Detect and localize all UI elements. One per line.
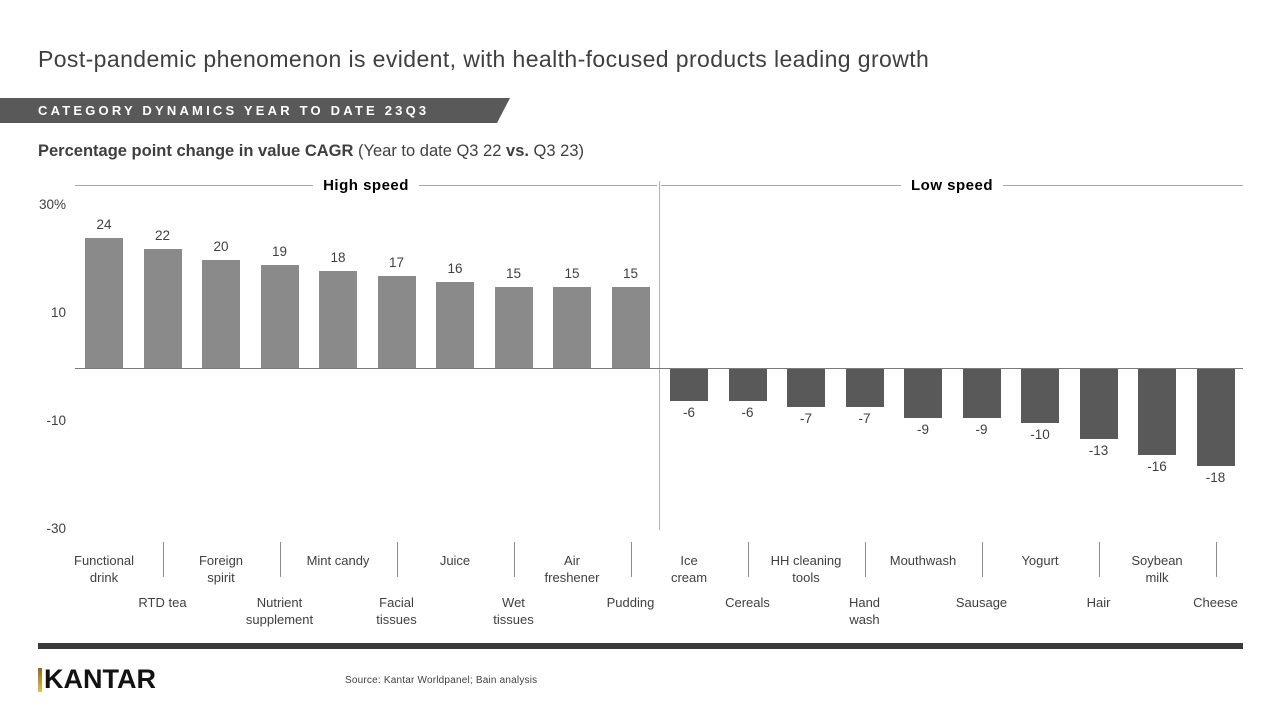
category-label: Mouthwash bbox=[889, 553, 957, 568]
bar bbox=[904, 369, 942, 418]
category-leader-tick bbox=[1098, 542, 1100, 577]
category-banner: CATEGORY DYNAMICS YEAR TO DATE 23Q3 bbox=[0, 98, 510, 123]
category-label: Mint candy bbox=[306, 553, 370, 568]
bar bbox=[143, 249, 182, 368]
category-label: Hair bbox=[1086, 595, 1111, 610]
bar-value-label: 15 bbox=[505, 266, 522, 281]
bar bbox=[1196, 369, 1235, 467]
bar-value-label: -10 bbox=[1030, 427, 1050, 442]
bar-value-label: -7 bbox=[799, 410, 812, 426]
category-label: RTD tea bbox=[138, 595, 187, 610]
bar bbox=[1138, 369, 1176, 456]
slide-title: Post-pandemic phenomenon is evident, wit… bbox=[38, 46, 930, 72]
bar bbox=[260, 265, 299, 368]
chart-subtitle-bold: Percentage point change in value CAGR bbox=[38, 142, 354, 160]
category-label: Wet tissues bbox=[493, 595, 534, 627]
category-label: Soybean milk bbox=[1131, 553, 1183, 585]
bar-value-label: 24 bbox=[96, 217, 112, 233]
bar-value-label: -6 bbox=[741, 405, 754, 421]
header-line-right bbox=[418, 185, 658, 186]
category-label: Yogurt bbox=[1021, 553, 1059, 568]
header-line-right bbox=[1003, 185, 1244, 186]
bar bbox=[787, 369, 825, 407]
bar-value-label: -18 bbox=[1205, 470, 1226, 486]
category-label: Hand wash bbox=[848, 595, 881, 627]
high-speed-header: High speed bbox=[75, 177, 658, 194]
bar bbox=[1079, 369, 1118, 440]
bar-value-label: -9 bbox=[916, 421, 929, 437]
category-leader-tick bbox=[981, 542, 983, 577]
bar bbox=[845, 369, 884, 407]
logo-accent-bar bbox=[38, 667, 42, 692]
category-label: Juice bbox=[439, 553, 471, 568]
bar-value-label: -16 bbox=[1147, 459, 1167, 475]
bar bbox=[962, 369, 1001, 418]
bar bbox=[553, 287, 591, 368]
kantar-logo-text: KANTAR bbox=[44, 664, 156, 694]
bar bbox=[1021, 369, 1059, 423]
y-axis-tick-label: 30% bbox=[38, 197, 66, 212]
category-leader-tick bbox=[747, 542, 749, 577]
kantar-logo: KANTAR bbox=[38, 666, 156, 693]
bar-value-label: 19 bbox=[271, 244, 288, 260]
category-leader-tick bbox=[513, 542, 515, 577]
y-axis-tick-label: 10 bbox=[50, 305, 66, 320]
low-speed-header-label: Low speed bbox=[911, 177, 994, 194]
category-leader-tick bbox=[864, 542, 866, 577]
bar bbox=[202, 260, 240, 368]
source-note: Source: Kantar Worldpanel; Bain analysis bbox=[345, 675, 538, 686]
bar bbox=[377, 276, 416, 368]
category-leader-tick bbox=[630, 542, 632, 577]
y-axis-tick-label: -10 bbox=[46, 413, 66, 428]
bar-value-label: -9 bbox=[975, 421, 988, 437]
header-line-left bbox=[75, 185, 314, 186]
bar-value-label: 17 bbox=[388, 255, 405, 271]
section-divider-line bbox=[659, 181, 660, 530]
footer-rule bbox=[38, 643, 1243, 649]
zero-axis-line bbox=[75, 368, 1243, 369]
bar bbox=[728, 369, 767, 402]
bar-value-label: 15 bbox=[564, 266, 580, 281]
category-leader-tick bbox=[162, 542, 164, 577]
bar bbox=[319, 270, 357, 368]
bar-value-label: 15 bbox=[622, 266, 639, 281]
category-label: HH cleaning tools bbox=[770, 553, 842, 585]
chart-subtitle: Percentage point change in value CAGR (Y… bbox=[38, 142, 584, 161]
high-speed-header-label: High speed bbox=[323, 177, 409, 194]
category-label: Cheese bbox=[1193, 595, 1238, 610]
category-label: Pudding bbox=[606, 595, 655, 610]
bar-value-label: -13 bbox=[1088, 443, 1109, 459]
category-leader-tick bbox=[396, 542, 398, 577]
category-label: Nutrient supplement bbox=[245, 595, 314, 627]
category-label: Sausage bbox=[955, 595, 1008, 610]
category-label: Air freshener bbox=[544, 553, 600, 585]
category-label: Cereals bbox=[725, 595, 770, 610]
bar bbox=[494, 287, 533, 368]
bar bbox=[670, 369, 708, 402]
category-label: Facial tissues bbox=[376, 595, 417, 627]
bar bbox=[436, 281, 474, 368]
low-speed-header: Low speed bbox=[661, 177, 1244, 194]
category-label: Foreign spirit bbox=[198, 553, 244, 585]
bar-value-label: -7 bbox=[858, 410, 871, 426]
bar-value-label: 18 bbox=[330, 249, 346, 265]
y-axis-tick-label: -30 bbox=[46, 521, 66, 536]
category-label: Ice cream bbox=[670, 553, 708, 585]
category-leader-tick bbox=[1215, 542, 1217, 577]
header-line-left bbox=[661, 185, 901, 186]
bar-value-label: 16 bbox=[447, 260, 463, 276]
chart-subtitle-pre: (Year to date Q3 22 bbox=[358, 142, 502, 160]
bar-value-label: 22 bbox=[154, 228, 171, 244]
category-label: Functional drink bbox=[74, 553, 134, 585]
chart-subtitle-post: Q3 23) bbox=[533, 142, 584, 160]
bar-value-label: -6 bbox=[682, 405, 695, 421]
bar bbox=[85, 238, 123, 368]
bar-value-label: 20 bbox=[213, 239, 229, 254]
category-leader-tick bbox=[279, 542, 281, 577]
chart-subtitle-vs: vs. bbox=[506, 142, 529, 160]
bar bbox=[611, 287, 650, 368]
